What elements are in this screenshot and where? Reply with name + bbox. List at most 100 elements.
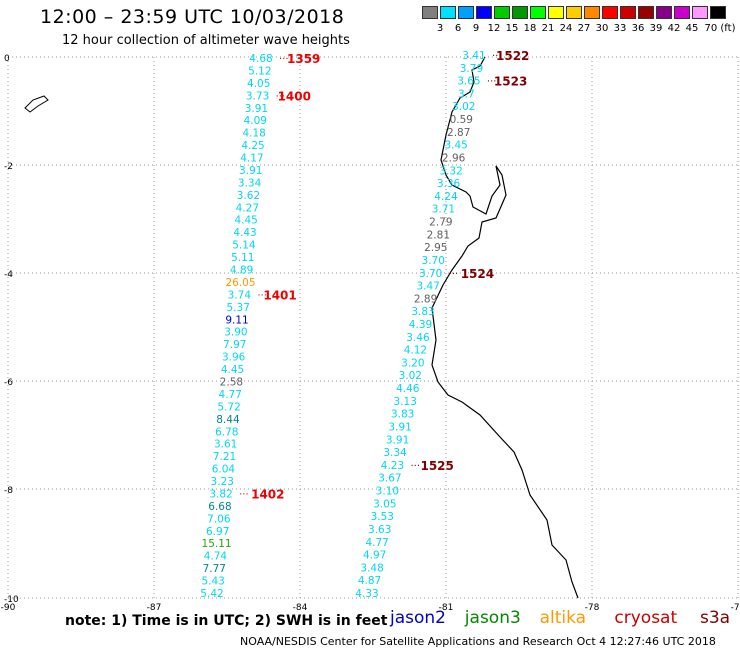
- coastline: [24, 56, 579, 599]
- wave-height-value: 5.43: [201, 576, 224, 588]
- pass-time-label: 1522: [496, 49, 529, 63]
- coastline-path: [431, 56, 579, 599]
- scale-label: 18: [523, 23, 537, 34]
- wave-height-value: 3.41: [462, 50, 485, 62]
- wave-height-value: 5.42: [200, 588, 223, 600]
- pass-marker: ···: [257, 290, 267, 301]
- scale-label: 6: [454, 23, 462, 34]
- wave-height-value: 4.89: [230, 265, 253, 277]
- pass-marker: ···: [276, 91, 286, 102]
- legend-s3a: s3a: [700, 608, 731, 628]
- wave-height-value: 2.81: [427, 229, 450, 241]
- wave-height-value: 3.82: [209, 488, 232, 500]
- footer-note: note: 1) Time is in UTC; 2) SWH is in fe…: [65, 613, 388, 629]
- scale-label: 12: [487, 23, 501, 34]
- wave-height-value: 2.95: [424, 242, 447, 254]
- track-west: 4.68 1359···5.124.053.73 1400···3.914.094.…: [200, 52, 320, 600]
- wave-height-value: 4.46: [396, 383, 420, 395]
- wave-height-value: 3.34: [238, 177, 262, 189]
- y-tick-label: -8: [4, 486, 13, 496]
- wave-height-value: 3.10: [376, 486, 399, 498]
- pass-time-label: 1524: [461, 267, 494, 281]
- wave-height-value: 3.73: [246, 90, 269, 102]
- wave-height-value: 4.68: [249, 53, 272, 65]
- y-tick-label: -10: [4, 595, 19, 605]
- lat-lon-grid: [7, 56, 739, 599]
- legend-altika: altika: [539, 608, 587, 628]
- pass-marker: ···: [449, 269, 459, 280]
- scale-swatch: [584, 6, 600, 19]
- wave-height-value: 3.13: [394, 396, 417, 408]
- y-tick-label: -2: [4, 162, 13, 172]
- wave-height-value: 3.91: [245, 103, 268, 115]
- wave-height-value: 3.20: [401, 357, 424, 369]
- wave-height-value: 15.11: [202, 538, 232, 550]
- scale-label: 9: [472, 23, 480, 34]
- x-tick-label: -90: [1, 603, 16, 613]
- scale-swatch: [692, 6, 708, 19]
- scale-label: 27: [577, 23, 591, 34]
- wave-height-value: 3.63: [368, 524, 391, 536]
- wave-height-value: 4.25: [241, 140, 264, 152]
- scale-swatch: [638, 6, 654, 19]
- wave-height-value: 4.23: [381, 460, 404, 472]
- wave-height-value: 3.90: [224, 327, 247, 339]
- wave-height-value: 3.70: [419, 268, 442, 280]
- scale-label: 70 (ft): [704, 23, 736, 34]
- scale-swatch: [656, 6, 672, 19]
- wave-height-value: 3.91: [386, 434, 409, 446]
- wave-height-value: 4.39: [409, 319, 432, 331]
- scale-swatch: [566, 6, 582, 19]
- wave-height-value: 5.12: [248, 65, 271, 77]
- wave-height-value: 3.7: [458, 88, 475, 100]
- wave-height-value: 4.17: [240, 153, 263, 165]
- y-tick-label: 0: [4, 54, 10, 64]
- wave-height-value: 3.79: [460, 63, 483, 75]
- scale-label: 45: [685, 23, 699, 34]
- wave-height-value: 3.62: [237, 190, 260, 202]
- wave-height-value: 3.47: [416, 281, 439, 293]
- wave-height-value: 9.11: [225, 314, 248, 326]
- y-tick-label: -4: [4, 270, 13, 280]
- wave-height-value: 0.59: [450, 114, 473, 126]
- scale-swatch: [422, 6, 438, 19]
- wave-height-value: 3.65: [457, 76, 480, 88]
- wave-height-value: 3.32: [439, 165, 462, 177]
- island-outline: [24, 95, 49, 113]
- x-tick-label: -87: [147, 603, 162, 613]
- scale-label: 33: [613, 23, 627, 34]
- legend-jason3: jason3: [464, 608, 521, 628]
- wave-height-value: 7.77: [203, 563, 226, 575]
- wave-height-value: 4.43: [233, 227, 256, 239]
- scale-swatch: [602, 6, 618, 19]
- wave-height-value: 4.45: [234, 215, 257, 227]
- wave-height-value: 5.14: [232, 240, 256, 252]
- scale-label: 24: [559, 23, 573, 34]
- wave-height-value: 3.74: [228, 289, 252, 301]
- wave-height-value: 2.96: [442, 152, 466, 164]
- scale-label: 15: [505, 23, 519, 34]
- scale-label: 39: [649, 23, 663, 34]
- wave-height-value: 3.05: [373, 498, 396, 510]
- axis-tick-labels: 0 -2 -4 -6 -8 -10-90 -87 -84 -81 -78 -75: [1, 54, 740, 613]
- legend-cryosat: cryosat: [614, 608, 678, 628]
- wave-height-value: 3.83: [411, 306, 434, 318]
- wave-height-value: 4.24: [434, 191, 458, 203]
- wave-height-value: 3.83: [391, 409, 414, 421]
- legend-jason2: jason2: [390, 608, 446, 628]
- x-tick-label: -84: [293, 603, 308, 613]
- wave-height-value: 3.61: [214, 439, 237, 451]
- wave-height-value: 6.97: [206, 526, 229, 538]
- wave-height-value: 7.21: [213, 451, 236, 463]
- scale-swatch: [530, 6, 546, 19]
- wave-height-value: 4.74: [204, 551, 228, 563]
- wave-height-value: 5.72: [217, 401, 240, 413]
- map-title: 12:00 – 23:59 UTC 10/03/2018: [40, 6, 345, 28]
- footer-credit: NOAA/NESDIS Center for Satellite Applica…: [240, 635, 716, 648]
- wave-height-value: 3.02: [399, 370, 422, 382]
- pass-marker: ···: [279, 54, 289, 65]
- wave-height-value: 26.05: [225, 277, 255, 289]
- y-tick-label: -6: [4, 378, 13, 388]
- x-tick-label: -78: [585, 603, 600, 613]
